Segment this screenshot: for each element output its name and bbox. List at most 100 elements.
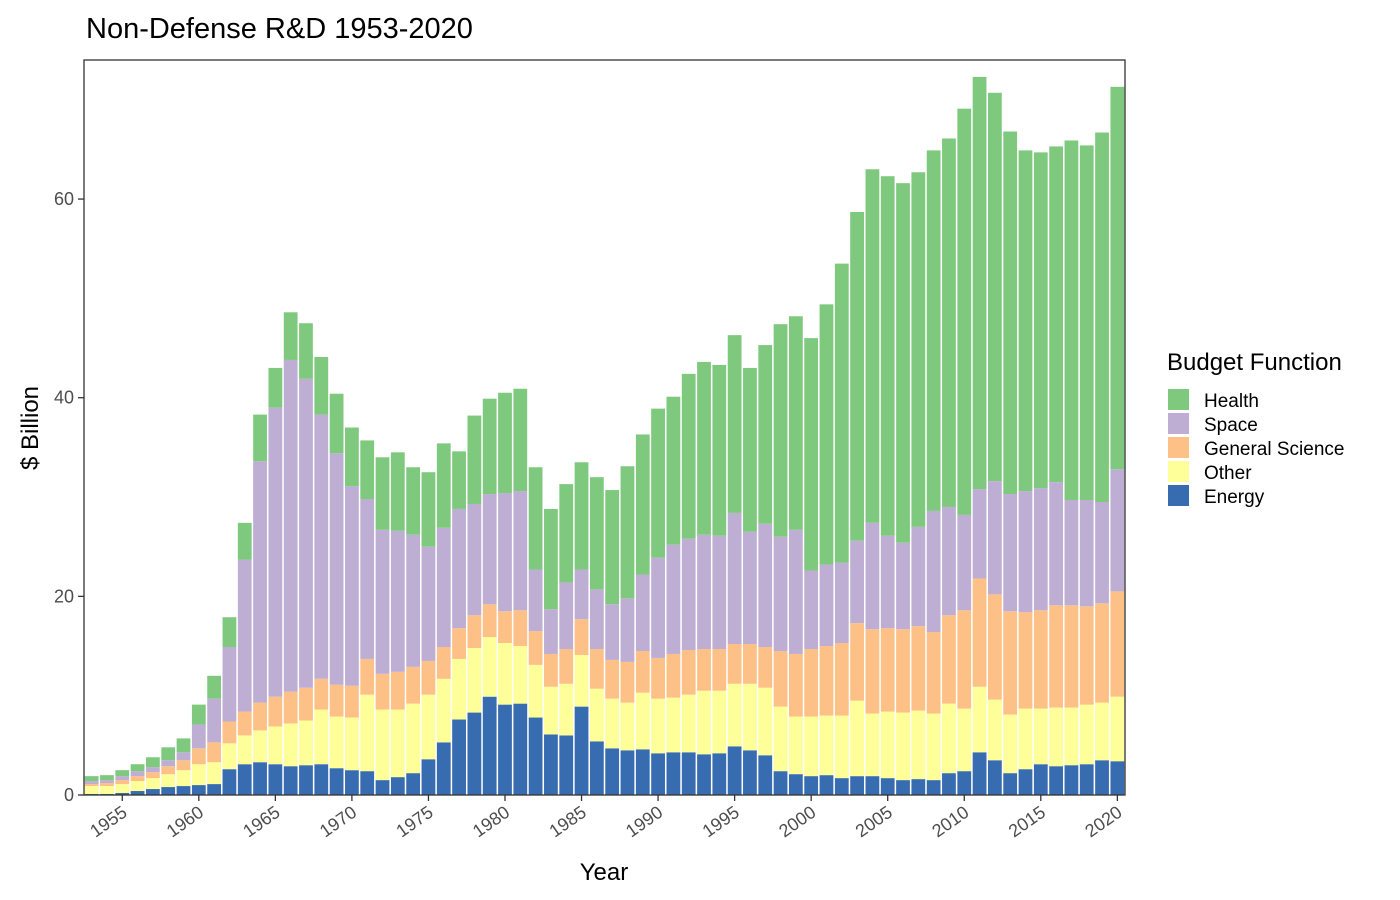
bar-health-1961 bbox=[207, 675, 222, 699]
bar-energy-2019 bbox=[1095, 760, 1109, 795]
bar-health-1958 bbox=[161, 747, 176, 761]
bar-health-2014 bbox=[1018, 150, 1033, 492]
bar-other-1956 bbox=[130, 781, 145, 792]
bar-general-science-1953 bbox=[84, 784, 99, 787]
bar-health-2006 bbox=[896, 183, 910, 543]
bar-other-1981 bbox=[513, 646, 528, 704]
bar-general-science-2008 bbox=[926, 632, 941, 714]
bar-health-1981 bbox=[513, 388, 528, 492]
bar-energy-2017 bbox=[1064, 765, 1079, 795]
bar-space-2015 bbox=[1033, 488, 1048, 611]
bar-other-1965 bbox=[268, 726, 283, 765]
bar-general-science-1998 bbox=[773, 650, 788, 707]
bars-layer bbox=[84, 76, 1125, 795]
bar-other-2017 bbox=[1064, 707, 1079, 766]
bar-energy-2008 bbox=[926, 780, 941, 795]
bar-general-science-1971 bbox=[360, 658, 375, 695]
bar-health-1976 bbox=[436, 443, 451, 528]
bar-energy-1960 bbox=[191, 785, 206, 795]
bar-space-2007 bbox=[911, 526, 926, 627]
bar-health-1977 bbox=[452, 451, 466, 509]
bar-health-1968 bbox=[314, 356, 329, 415]
bar-other-1999 bbox=[788, 716, 803, 775]
bar-space-1996 bbox=[743, 531, 757, 645]
bar-space-1995 bbox=[727, 512, 742, 645]
bar-general-science-1964 bbox=[253, 702, 267, 731]
bar-health-1960 bbox=[191, 704, 206, 725]
bar-general-science-1977 bbox=[452, 628, 466, 659]
bar-other-1982 bbox=[528, 664, 543, 718]
bar-general-science-1980 bbox=[498, 611, 512, 644]
bar-other-1958 bbox=[161, 774, 176, 788]
bar-other-1954 bbox=[100, 786, 114, 795]
bar-energy-1970 bbox=[345, 770, 359, 795]
x-tick-label: 1955 bbox=[86, 802, 130, 841]
bar-space-2013 bbox=[1003, 494, 1018, 612]
bar-energy-1994 bbox=[712, 753, 727, 795]
bar-other-1972 bbox=[375, 709, 390, 781]
bar-general-science-1986 bbox=[589, 648, 604, 689]
legend-swatch-health bbox=[1168, 389, 1189, 410]
bar-other-1993 bbox=[697, 690, 711, 755]
legend-swatch-general-science bbox=[1168, 437, 1189, 458]
bar-general-science-1967 bbox=[299, 687, 313, 721]
bar-general-science-1968 bbox=[314, 678, 329, 710]
legend: Health Space General Science Other Energy bbox=[1168, 389, 1344, 508]
bar-general-science-2020 bbox=[1110, 591, 1125, 697]
bar-space-1984 bbox=[559, 582, 574, 649]
bar-health-1959 bbox=[176, 738, 191, 753]
bar-health-1982 bbox=[528, 467, 543, 570]
bar-energy-1979 bbox=[482, 696, 497, 795]
bar-space-1973 bbox=[390, 530, 405, 672]
y-tick-label: 60 bbox=[54, 189, 74, 209]
bar-energy-2011 bbox=[972, 752, 987, 795]
bar-health-2004 bbox=[865, 169, 880, 523]
bar-health-1986 bbox=[589, 477, 604, 590]
bar-other-2007 bbox=[911, 710, 926, 780]
bar-other-1986 bbox=[589, 688, 604, 742]
bar-health-2012 bbox=[987, 92, 1002, 482]
bar-health-1965 bbox=[268, 367, 283, 408]
y-axis: 0 20 40 60 bbox=[54, 189, 84, 805]
bar-space-2012 bbox=[987, 481, 1002, 595]
bar-health-1955 bbox=[115, 770, 130, 777]
bar-health-1972 bbox=[375, 457, 390, 530]
bar-health-2001 bbox=[819, 304, 834, 565]
legend-label-other: Other bbox=[1204, 463, 1252, 484]
bar-space-1969 bbox=[329, 453, 344, 685]
bar-other-2019 bbox=[1095, 702, 1109, 761]
bar-other-1995 bbox=[727, 683, 742, 747]
bar-energy-1955 bbox=[115, 793, 130, 795]
bar-general-science-1987 bbox=[605, 659, 620, 699]
bar-energy-1998 bbox=[773, 771, 788, 795]
bar-health-1954 bbox=[100, 775, 114, 781]
bar-general-science-1970 bbox=[345, 685, 359, 718]
bar-other-1997 bbox=[758, 687, 773, 756]
bar-space-1956 bbox=[130, 771, 145, 777]
bar-general-science-2001 bbox=[819, 646, 834, 716]
bar-energy-1963 bbox=[237, 764, 252, 795]
bar-other-2009 bbox=[942, 703, 956, 774]
bar-energy-1990 bbox=[651, 753, 665, 795]
bar-other-2005 bbox=[880, 711, 895, 779]
bar-other-2011 bbox=[972, 686, 987, 753]
x-tick-label: 2000 bbox=[775, 802, 819, 841]
bar-general-science-1988 bbox=[620, 661, 635, 703]
bar-health-1990 bbox=[651, 408, 665, 558]
bar-other-1953 bbox=[84, 786, 99, 795]
x-tick-label: 2010 bbox=[928, 802, 972, 841]
bar-general-science-1969 bbox=[329, 684, 344, 717]
bar-space-1990 bbox=[651, 557, 665, 658]
bar-space-1967 bbox=[299, 378, 313, 688]
bar-space-1954 bbox=[100, 780, 114, 784]
bar-space-1974 bbox=[406, 534, 421, 667]
x-tick-label: 2015 bbox=[1005, 802, 1049, 841]
bar-energy-1986 bbox=[589, 741, 604, 795]
bar-health-1987 bbox=[605, 490, 620, 605]
bar-health-1971 bbox=[360, 440, 375, 500]
bar-space-1965 bbox=[268, 407, 283, 697]
legend-label-energy: Energy bbox=[1204, 487, 1265, 508]
bar-space-1975 bbox=[421, 546, 436, 661]
bar-general-science-1960 bbox=[191, 748, 206, 765]
